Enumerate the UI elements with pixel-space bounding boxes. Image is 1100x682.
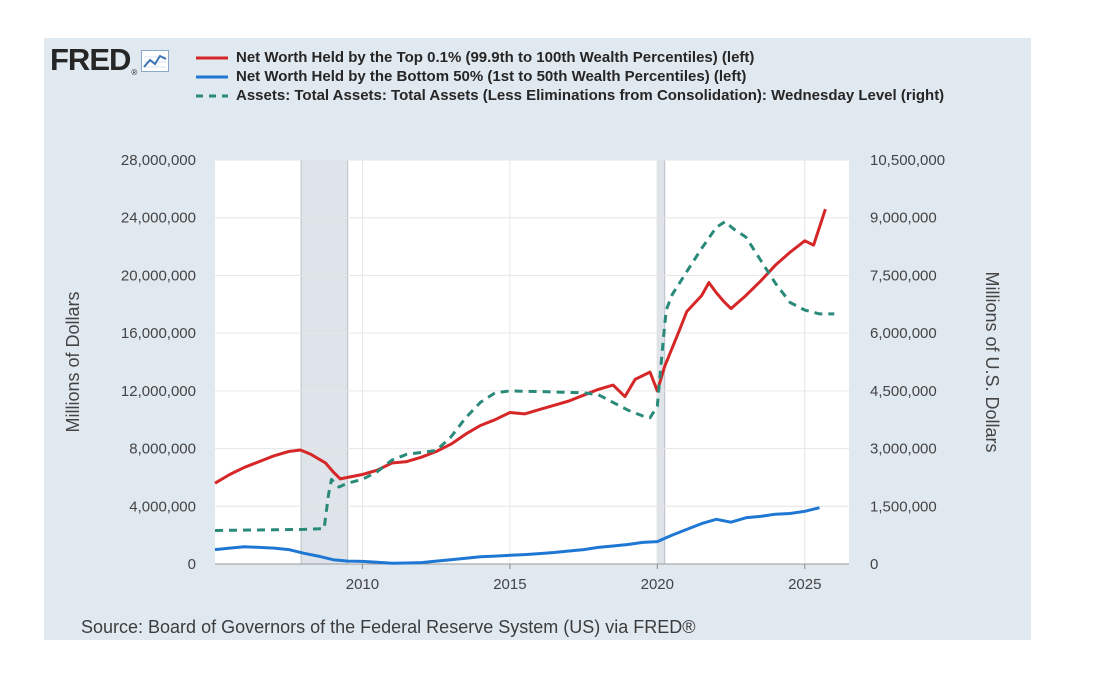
right-axis-title: Millions of U.S. Dollars <box>982 271 1002 452</box>
left-axis-tick-label: 28,000,000 <box>121 152 196 169</box>
left-axis-tick-label: 12,000,000 <box>121 383 196 400</box>
right-axis-tick-label: 4,500,000 <box>870 383 937 400</box>
series-line-1 <box>214 208 827 485</box>
right-axis-tick-label: 7,500,000 <box>870 267 937 284</box>
legend-label: Net Worth Held by the Bottom 50% (1st to… <box>236 68 747 85</box>
legend-swatch-red <box>194 48 230 67</box>
left-axis-title: Millions of Dollars <box>63 291 83 432</box>
x-axis-tick-label: 2010 <box>346 576 379 593</box>
right-axis-tick-label: 10,500,000 <box>870 152 945 169</box>
series-line-3 <box>214 220 835 532</box>
fred-logo[interactable]: FRED ® <box>50 42 170 77</box>
legend-item-bottom-50[interactable]: Net Worth Held by the Bottom 50% (1st to… <box>194 67 994 86</box>
left-axis-tick-label: 4,000,000 <box>129 498 196 515</box>
right-axis-tick-label: 1,500,000 <box>870 498 937 515</box>
legend-swatch-blue <box>194 67 230 86</box>
left-axis-tick-label: 16,000,000 <box>121 325 196 342</box>
right-axis-tick-label: 0 <box>870 556 878 573</box>
right-axis-tick-label: 9,000,000 <box>870 210 937 227</box>
chart-legend: Net Worth Held by the Top 0.1% (99.9th t… <box>194 48 994 105</box>
x-axis-tick-label: 2015 <box>493 576 526 593</box>
logo-text: FRED <box>50 42 131 77</box>
series-line-2 <box>214 506 820 565</box>
left-axis-tick-label: 8,000,000 <box>129 441 196 458</box>
legend-label: Assets: Total Assets: Total Assets (Less… <box>236 87 945 104</box>
right-axis-tick-label: 6,000,000 <box>870 325 937 342</box>
right-axis-tick-label: 3,000,000 <box>870 441 937 458</box>
x-axis-tick-label: 2020 <box>641 576 674 593</box>
recession-band <box>300 159 349 565</box>
legend-item-top-01[interactable]: Net Worth Held by the Top 0.1% (99.9th t… <box>194 48 994 67</box>
x-axis-tick-label: 2025 <box>788 576 821 593</box>
legend-swatch-teal-dashed <box>194 86 230 105</box>
logo-registered-mark: ® <box>131 68 138 77</box>
left-axis-tick-label: 0 <box>188 556 196 573</box>
legend-label: Net Worth Held by the Top 0.1% (99.9th t… <box>236 49 755 66</box>
left-axis-tick-label: 24,000,000 <box>121 210 196 227</box>
left-axis-tick-label: 20,000,000 <box>121 267 196 284</box>
trend-line-icon <box>141 50 170 77</box>
source-note: Source: Board of Governors of the Federa… <box>81 617 696 637</box>
legend-item-total-assets[interactable]: Assets: Total Assets: Total Assets (Less… <box>194 86 994 105</box>
